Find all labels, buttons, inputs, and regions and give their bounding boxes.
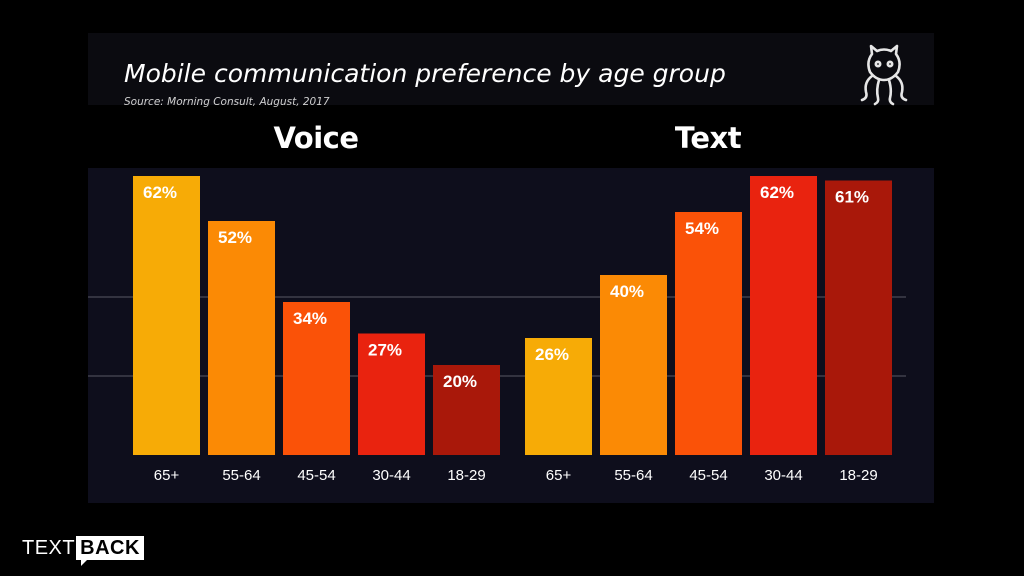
bar-voice-2: [283, 302, 350, 455]
data-label: 62%: [760, 183, 794, 202]
octopus-icon: [860, 44, 908, 106]
data-label: 34%: [293, 309, 327, 328]
bar-voice-0: [133, 176, 200, 455]
tick-label: 65+: [546, 467, 572, 484]
tick-label: 18-29: [839, 467, 877, 484]
tick-label: 65+: [154, 467, 180, 484]
tick-label: 55-64: [222, 467, 260, 484]
slide: Mobile communication preference by age g…: [88, 33, 934, 503]
data-label: 20%: [443, 372, 477, 391]
bar-text-2: [675, 212, 742, 455]
data-label: 52%: [218, 228, 252, 247]
textback-logo: TEXT BACK: [22, 535, 144, 566]
bar-voice-1: [208, 221, 275, 455]
brand-box: BACK: [76, 536, 144, 566]
bar-text-3: [750, 176, 817, 455]
title-band: [88, 33, 934, 105]
voice-panel-title: Voice: [273, 121, 359, 155]
data-label: 62%: [143, 183, 177, 202]
data-label: 26%: [535, 345, 569, 364]
bar-text-0: [525, 338, 592, 455]
bar-text-1: [600, 275, 667, 455]
data-label: 61%: [835, 188, 869, 207]
text-panel-title: Text: [674, 121, 742, 155]
bar-voice-4: [433, 365, 500, 455]
bar-text-4: [825, 180, 892, 455]
tick-label: 18-29: [447, 467, 485, 484]
slide-title: Mobile communication preference by age g…: [124, 59, 726, 88]
data-label: 40%: [610, 282, 644, 301]
bar-voice-3: [358, 333, 425, 455]
source-note: Source: Morning Consult, August, 2017: [124, 96, 330, 108]
tick-label: 45-54: [689, 467, 727, 484]
data-label: 54%: [685, 219, 719, 238]
bar-charts: 62% 65+ 52% 55-64 34% 45-54 27% 30-44 20% 18-29 26…: [88, 176, 906, 484]
tick-label: 30-44: [372, 467, 410, 484]
tick-label: 55-64: [614, 467, 652, 484]
tick-label: 30-44: [764, 467, 802, 484]
brand-text: TEXT: [22, 536, 76, 559]
chart-area: 62% 65+ 52% 55-64 34% 45-54 27% 30-44 20% 18-29 26…: [88, 168, 934, 503]
tick-label: 45-54: [297, 467, 335, 484]
data-label: 27%: [368, 341, 402, 360]
